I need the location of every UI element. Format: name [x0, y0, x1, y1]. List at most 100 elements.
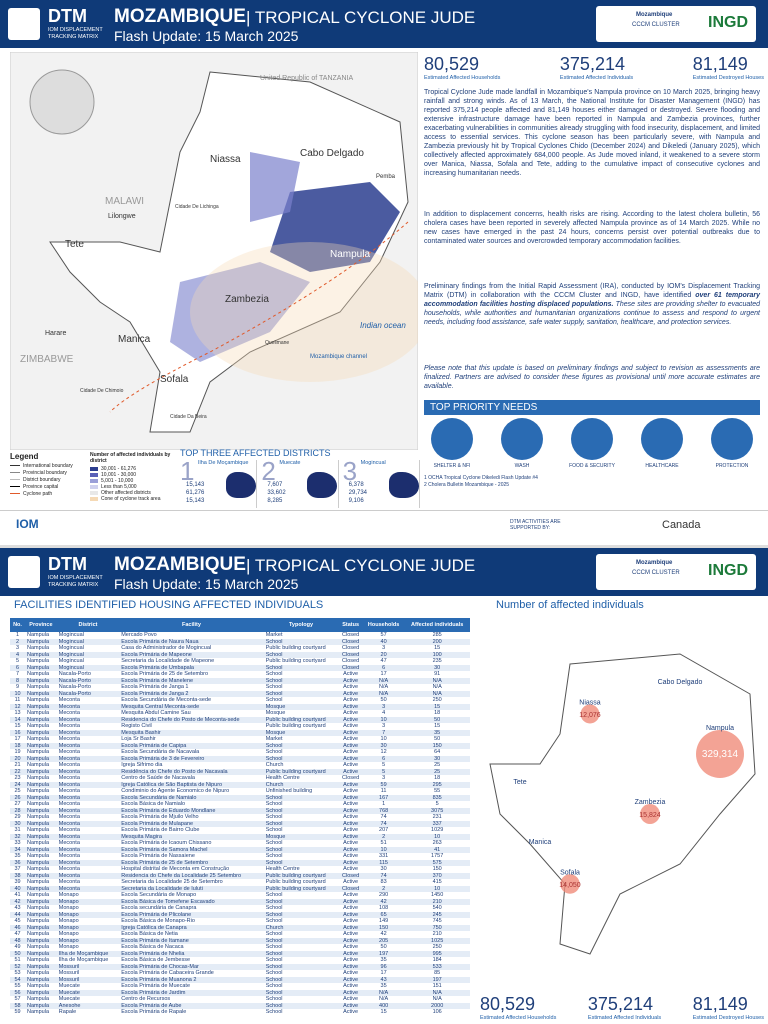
table-row: 42 Nampula Monapo Escola Básica de Tomefene…: [10, 898, 470, 905]
table-cell: 2: [362, 885, 405, 892]
text: These sites are providing shelter to eva…: [424, 301, 761, 326]
table-cell: 50: [380, 697, 387, 703]
table-cell: Active: [343, 723, 359, 729]
table-cell: 65: [362, 911, 405, 918]
table-cell: Escola Primária de Bairro Clube: [121, 827, 200, 833]
district-name: Mogincual: [360, 460, 386, 466]
table-row: 15 Nampula Meconta Registo Civil Public buil…: [10, 723, 470, 730]
table-cell: Public building courtyard: [263, 768, 339, 775]
table-cell: Meconta: [58, 866, 80, 872]
table-cell: Residencia do Chefe do Posto de Meconta-…: [119, 716, 264, 723]
table-cell: Public building courtyard: [265, 645, 326, 651]
legend-row: Cyclone path: [10, 490, 90, 497]
map-label: Sofala: [160, 374, 189, 385]
table-cell: 6: [362, 755, 405, 762]
table-cell: 50: [380, 944, 387, 950]
column-header: Households: [362, 618, 405, 632]
table-row: 17 Nampula Meconta Loja Sr Bashir Market Acti…: [10, 736, 470, 743]
table-cell: Mossuril: [56, 963, 120, 970]
province-label: Niassa: [579, 700, 601, 707]
mid-districts: [250, 152, 300, 222]
table-cell: 47: [14, 931, 21, 937]
table-cell: 2000: [404, 1002, 470, 1009]
table-cell: Public building courtyard: [265, 658, 326, 664]
table-cell: 96: [362, 963, 405, 970]
table-cell: Public building courtyard: [265, 723, 326, 729]
table-cell: Secretaria da Localidade 25 de Setembro: [121, 879, 223, 885]
table-cell: 83: [380, 879, 387, 885]
table-cell: 150: [362, 924, 405, 931]
table-cell: 29: [14, 814, 21, 820]
table-cell: Public building courtyard: [265, 879, 326, 885]
table-cell: Meconta: [56, 794, 120, 801]
table-cell: 149: [379, 918, 389, 924]
legend-label: 30,001 - 61,276: [101, 466, 137, 472]
table-cell: Escola Secundária de Meconta-sede: [121, 697, 212, 703]
table-cell: 207: [379, 827, 389, 833]
table-cell: 43: [362, 976, 405, 983]
table-cell: 1450: [431, 892, 444, 898]
table-cell: 3: [382, 723, 386, 729]
table-cell: Nampula: [25, 794, 57, 801]
table-cell: Nampula: [25, 703, 57, 710]
table-cell: School: [263, 755, 339, 762]
table-cell: Escola Primária de Cabaceira Grande: [121, 970, 214, 976]
table-cell: 150: [432, 866, 442, 872]
partner: Mozambique: [636, 560, 673, 566]
country: MOZAMBIQUE: [114, 554, 246, 575]
table-cell: Health Centre: [265, 775, 300, 781]
map-label: Mozambique channel: [310, 354, 367, 360]
table-cell: Nampula: [25, 716, 57, 723]
table-cell: Meconta: [58, 697, 80, 703]
legend-row: Cone of cyclone track area: [90, 496, 178, 502]
table-cell: Mesquita Magira: [119, 833, 264, 840]
table-cell: 8: [10, 677, 26, 684]
table-cell: 150: [404, 742, 470, 749]
legend-label: 5,001 - 10,000: [101, 478, 134, 484]
table-cell: Meconta: [56, 872, 120, 879]
legend-row: Province capital: [10, 483, 90, 490]
table-cell: Centro de Saúde de Nacavala: [121, 775, 195, 781]
table-row: 32 Nampula Meconta Mesquita Magira Mosque Act…: [10, 833, 470, 840]
table-cell: School: [263, 1002, 339, 1009]
table-row: 9 Nampula Nacala-Porto Escola Primária de J…: [10, 684, 470, 691]
table-cell: 10: [362, 846, 405, 853]
need-label: PROTECTION: [715, 463, 749, 469]
legend-swatch: [10, 486, 20, 487]
table-cell: School: [263, 846, 339, 853]
table-cell: 200: [404, 638, 470, 645]
table-row: 45 Nampula Monapo Escola Básica de Monapo-R…: [10, 918, 470, 925]
table-cell: 57: [14, 996, 21, 1002]
district-figure: 9,106: [348, 498, 364, 504]
table-row: 59 Nampula Rapale Escola Primária de Rapale…: [10, 1009, 470, 1016]
table-cell: 38: [10, 872, 26, 879]
table-cell: Active: [343, 814, 359, 820]
high-districts: [270, 182, 400, 272]
legend-label: District boundary: [23, 476, 61, 483]
table-row: 1 Nampula Mogincual Mercado Povo Market Close…: [10, 632, 470, 639]
table-cell: 108: [379, 905, 389, 911]
legend-swatch: [90, 485, 98, 489]
table-cell: 11: [380, 788, 387, 794]
table-cell: Active: [343, 1009, 359, 1015]
table-cell: Nampula: [25, 937, 57, 944]
table-cell: School: [263, 898, 339, 905]
map-label: MALAWI: [105, 196, 144, 207]
table-row: 47 Nampula Monapo Escola Básica de Netia Sch…: [10, 931, 470, 938]
table-cell: 6: [362, 664, 405, 671]
table-cell: 51: [14, 957, 21, 963]
table-cell: Monapo: [56, 937, 120, 944]
stat-label: Estimated Affected Individuals: [587, 1015, 662, 1021]
table-row: 46 Nampula Monapo Igreja Católica de Canapr…: [10, 924, 470, 931]
note: Please note that this update is based on…: [424, 365, 760, 390]
table-cell: Nampula: [27, 762, 50, 768]
table-cell: 19: [14, 749, 21, 755]
partner-logos: Mozambique CCCM CLUSTER INGD: [596, 554, 756, 590]
table-row: 14 Nampula Meconta Residencia do Chefe do P…: [10, 716, 470, 723]
org: DTM: [48, 554, 87, 574]
table-cell: Active: [338, 911, 363, 918]
table-cell: Closed: [338, 664, 363, 671]
table-row: 8 Nampula Nacala-Porto Escola Primária de M…: [10, 677, 470, 684]
table-cell: Condiminio do Agente Economico de Nipuro: [121, 788, 230, 794]
bubble: [560, 874, 580, 894]
